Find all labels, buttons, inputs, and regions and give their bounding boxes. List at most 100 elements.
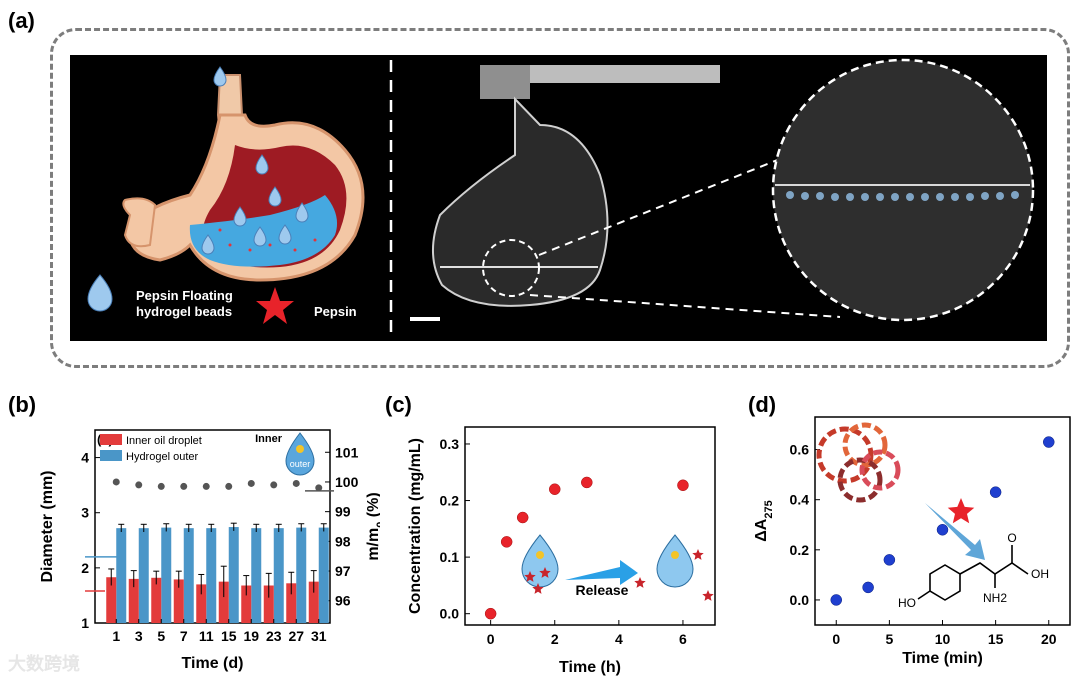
x-tick-label-d: 15 — [988, 631, 1004, 647]
mol-nh2-label: NH2 — [983, 591, 1007, 605]
droplet-after-icon — [656, 534, 694, 588]
y-tick-label-d: 0.6 — [790, 442, 810, 458]
y2-tick-label-b: 100 — [335, 474, 359, 490]
x-tick-label-c: 4 — [615, 631, 623, 647]
point-absorbance — [989, 486, 1002, 498]
release-arrow-icon — [565, 560, 638, 585]
y2-tick-label-b: 97 — [335, 563, 351, 579]
bar-hydrogel-outer — [318, 527, 329, 623]
panel-label-b: (b) — [8, 392, 37, 417]
y-tick-label-b: 4 — [81, 450, 89, 466]
bar-inner-oil — [308, 581, 319, 623]
droplet-icon — [285, 432, 315, 476]
x-tick-label-b: 11 — [199, 628, 214, 644]
release-label: Release — [576, 582, 629, 598]
bar-hydrogel-outer — [273, 528, 284, 623]
point-mass-ratio — [135, 481, 143, 489]
bar-inner-oil — [196, 584, 207, 623]
bar-hydrogel-outer — [206, 528, 217, 623]
legend-pepsin-label: Pepsin — [314, 304, 357, 319]
pepsin-protein-icon — [842, 422, 888, 468]
y-tick-label-b: 1 — [81, 615, 89, 631]
pepsin-star-icon — [947, 498, 975, 524]
point-mass-ratio — [270, 481, 278, 489]
bar-hydrogel-outer — [116, 528, 127, 623]
x-tick-label-b: 7 — [180, 628, 188, 644]
bar-inner-oil — [263, 585, 274, 623]
glass-stomach-photo — [410, 58, 1035, 322]
legend-beads-label: Pepsin Floating hydrogel beads — [136, 288, 233, 320]
chart-c: 0.0 0.1 0.2 0.3 0 2 4 6 Concentration (mg/mL) Tim… — [407, 426, 716, 676]
y2-tick-label-b: 96 — [335, 593, 351, 609]
x-tick-label-b: 1 — [112, 628, 120, 644]
point-concentration — [500, 536, 513, 548]
pepsin-protein-icon — [837, 457, 883, 503]
x-tick-label-d: 10 — [935, 631, 951, 647]
y-tick-label-d: 0.0 — [790, 592, 810, 608]
legend-beads-line1: Pepsin Floating — [136, 288, 233, 303]
mol-oh-label: OH — [1031, 567, 1049, 581]
x-tick-label-d: 20 — [1041, 631, 1057, 647]
stomach-illustration — [87, 66, 365, 324]
y-axis-label-b: Diameter (mm) — [39, 470, 56, 582]
point-absorbance — [862, 581, 874, 594]
tyrosine-hydroxyl-bond — [917, 590, 931, 600]
plot-frame-c — [464, 426, 716, 626]
mol-o-label: O — [1007, 531, 1016, 545]
oil-core-icon — [296, 445, 304, 453]
y2-tick-label-b: 98 — [335, 533, 351, 549]
point-concentration — [581, 476, 593, 489]
point-mass-ratio — [247, 479, 255, 487]
x-axis-label-b: Time (d) — [182, 655, 244, 672]
y-tick-label-c: 0.3 — [440, 436, 460, 452]
bar-hydrogel-outer — [228, 527, 239, 623]
y-tick-label-d: 0.4 — [790, 492, 810, 508]
x-tick-label-b: 5 — [157, 628, 165, 644]
bar-inner-oil — [218, 581, 229, 623]
point-concentration — [516, 511, 529, 524]
y-tick-label-c: 0.2 — [440, 493, 460, 509]
y-tick-label-b: 2 — [81, 560, 89, 576]
pepsin-star-icon — [702, 590, 714, 601]
panel-label-d: (d) — [748, 392, 777, 417]
oil-core-before-icon — [536, 551, 544, 559]
x-tick-label-b: 15 — [221, 628, 237, 644]
legend-swatch-outer — [100, 450, 122, 461]
chart-d: 0.0 0.2 0.4 0.6 0 5 10 15 20 ΔA275 Time (min) O OH NH… — [753, 416, 1071, 667]
oil-core-after-icon — [671, 551, 679, 559]
point-mass-ratio — [315, 484, 323, 492]
point-mass-ratio — [112, 478, 120, 486]
inset-outer-label: outer — [290, 459, 311, 469]
point-mass-ratio — [157, 482, 165, 490]
bar-hydrogel-outer — [161, 527, 172, 623]
x-tick-label-d: 0 — [832, 631, 840, 647]
inset-inner-label: Inner — [255, 433, 283, 445]
x-tick-label-c: 6 — [679, 631, 687, 647]
watermark: 大数跨境 — [8, 654, 80, 674]
y-tick-label-c: 0.1 — [440, 549, 460, 565]
bar-hydrogel-outer — [251, 528, 262, 623]
x-tick-label-c: 2 — [551, 631, 559, 647]
point-absorbance — [1043, 436, 1055, 448]
pepsin-star-icon — [524, 571, 536, 582]
bar-inner-oil — [173, 579, 184, 623]
bar-inner-oil — [106, 577, 117, 623]
tyrosine-ring — [929, 564, 961, 601]
y-tick-label-c: 0.0 — [440, 606, 460, 622]
tyrosine-chain — [959, 562, 1029, 575]
point-concentration — [548, 483, 561, 495]
point-absorbance — [883, 554, 896, 566]
bar-inner-oil — [241, 585, 252, 623]
point-absorbance — [936, 524, 949, 536]
y2-tick-label-b: 99 — [335, 504, 351, 520]
y-axis-label-c: Concentration (mg/mL) — [407, 438, 424, 614]
x-tick-label-b: 3 — [135, 628, 143, 644]
legend-swatch-inner — [100, 434, 122, 445]
x-tick-label-b: 19 — [243, 628, 259, 644]
y-axis-label-d: ΔA275 — [753, 500, 775, 541]
point-mass-ratio — [292, 479, 300, 487]
legend-label-inner: Inner oil droplet — [126, 435, 202, 447]
point-concentration — [677, 479, 689, 492]
x-tick-label-d: 5 — [885, 631, 893, 647]
